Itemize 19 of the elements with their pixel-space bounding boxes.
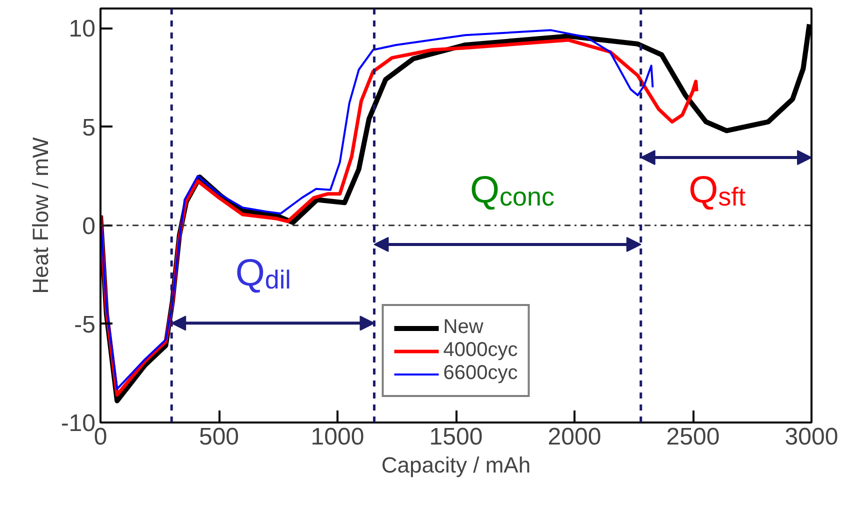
y-axis-title: Heat Flow / mW xyxy=(28,137,53,294)
y-tick-label: -5 xyxy=(74,311,96,338)
x-tick-label: 1000 xyxy=(310,424,364,450)
x-tick-label: 2500 xyxy=(666,424,720,450)
annotation: Qsft xyxy=(688,170,746,212)
legend-label: 6600cyc xyxy=(443,362,518,385)
y-tick-label: -10 xyxy=(60,410,96,437)
x-axis-title: Capacity / mAh xyxy=(381,452,531,478)
legend-label: New xyxy=(443,316,484,339)
legend-label: 4000cyc xyxy=(443,339,518,362)
x-tick-label: 1500 xyxy=(429,424,483,450)
x-tick-label: 2000 xyxy=(548,424,602,450)
annotation: Qconc xyxy=(470,170,554,212)
annotation: Qdil xyxy=(235,252,291,294)
x-tick-label: 3000 xyxy=(784,424,838,450)
x-tick-label: 500 xyxy=(198,424,240,450)
y-tick-label: 5 xyxy=(82,114,96,142)
y-tick-label: 0 xyxy=(82,212,96,240)
y-tick-label: 10 xyxy=(68,16,96,43)
